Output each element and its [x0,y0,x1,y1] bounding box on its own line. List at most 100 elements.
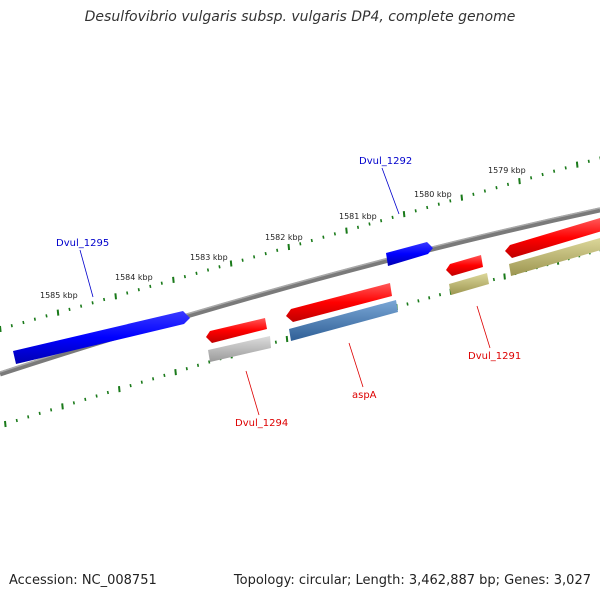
cog-feature-steel[interactable] [289,300,398,341]
leader-dvul-1294 [245,370,260,416]
outer-tick [530,176,533,180]
outer-tick [229,260,233,267]
outer-tick [472,192,475,196]
outer-tick [114,293,117,300]
outer-tick [333,232,336,236]
gene-dvul-1291[interactable] [446,255,483,276]
forward-strand-features [206,218,600,343]
outer-tick [241,258,244,262]
scale-label-1584: 1584 kbp [115,273,153,282]
cog-feature-olive-1[interactable] [449,273,489,295]
cog-feature-olive-2[interactable] [509,238,600,276]
gene-labels: Dvul_1292 Dvul_1295 Dvul_1294 aspA Dvul_… [56,156,521,429]
cog-features [208,238,600,362]
scale-label-1583: 1583 kbp [190,253,228,262]
outer-tick [33,317,36,321]
inner-tick [84,397,87,402]
inner-tick [50,408,53,412]
genome-summary-text: Topology: circular; Length: 3,462,887 bp… [233,573,591,588]
outer-tick [483,189,486,193]
outer-tick [22,320,25,325]
gene-aspA[interactable] [286,283,392,322]
outer-tick [322,235,325,239]
inner-tick [163,373,166,378]
outer-tick [206,268,210,272]
outer-tick [45,314,48,318]
label-dvul-1292[interactable]: Dvul_1292 [359,156,412,167]
outer-tick [68,307,71,312]
leader-dvul-1295 [79,249,94,298]
outer-tick [287,243,291,251]
inner-tick [438,293,442,297]
scale-label-1582: 1582 kbp [265,233,303,242]
inner-tick [61,403,64,410]
outer-tick [91,301,94,305]
label-aspA[interactable]: aspA [352,390,377,401]
outer-tick [391,215,394,220]
inner-tick [95,394,98,398]
outer-tick [126,291,129,295]
outer-tick [426,205,429,210]
outer-tick [380,219,383,223]
outer-tick [0,325,2,333]
outer-tick-ring [0,156,600,333]
scale-label-1579: 1579 kbp [488,166,526,175]
inner-tick [106,390,109,395]
outer-tick [541,172,544,177]
outer-tick [518,178,521,185]
inner-tick [118,386,121,393]
inner-tick [174,369,177,376]
outer-tick [402,211,406,218]
outer-tick [160,281,163,285]
outer-tick [495,186,498,190]
gene-partial-right[interactable] [505,218,600,258]
outer-tick [587,159,590,163]
outer-tick [183,274,186,279]
scale-labels: 1579 kbp 1580 kbp 1581 kbp 1582 kbp 1583… [40,166,526,300]
leader-aspA [348,342,364,388]
scale-label-1585: 1585 kbp [40,291,78,300]
outer-tick [195,271,198,275]
inner-tick [428,296,431,300]
outer-tick [345,227,348,234]
inner-tick [38,411,41,416]
outer-tick [56,309,60,316]
cog-feature-gray[interactable] [208,336,271,362]
outer-tick [449,199,452,203]
outer-tick [253,255,256,259]
outer-tick [10,324,13,328]
leader-dvul-1291 [476,305,491,349]
outer-tick [564,166,567,170]
outer-tick [137,288,140,292]
inner-tick [72,401,75,405]
gene-dvul-1292[interactable] [386,242,433,266]
reverse-strand-features [13,242,433,364]
label-leaders [79,167,491,416]
gene-dvul-1294[interactable] [206,318,267,343]
outer-tick [575,161,579,168]
label-dvul-1291[interactable]: Dvul_1291 [468,351,521,362]
inner-tick [129,383,132,388]
outer-tick [437,202,440,206]
leader-dvul-1292 [381,167,400,215]
inner-tick [406,302,409,306]
label-dvul-1294[interactable]: Dvul_1294 [235,418,288,429]
outer-tick [149,284,152,289]
accession-text: Accession: NC_008751 [9,573,157,588]
outer-tick [218,265,221,269]
outer-tick [172,276,175,283]
map-title: Desulfovibrio vulgaris subsp. vulgaris D… [84,9,516,25]
gene-dvul-1295[interactable] [13,311,190,364]
label-dvul-1295[interactable]: Dvul_1295 [56,238,109,249]
inner-tick [285,335,289,343]
outer-tick [80,304,83,308]
outer-tick [310,238,313,243]
inner-tick [152,377,155,381]
scale-label-1580: 1580 kbp [414,190,452,199]
inner-tick [140,380,143,384]
inner-tick [185,367,188,371]
outer-tick [299,242,302,246]
inner-tick [208,360,211,364]
